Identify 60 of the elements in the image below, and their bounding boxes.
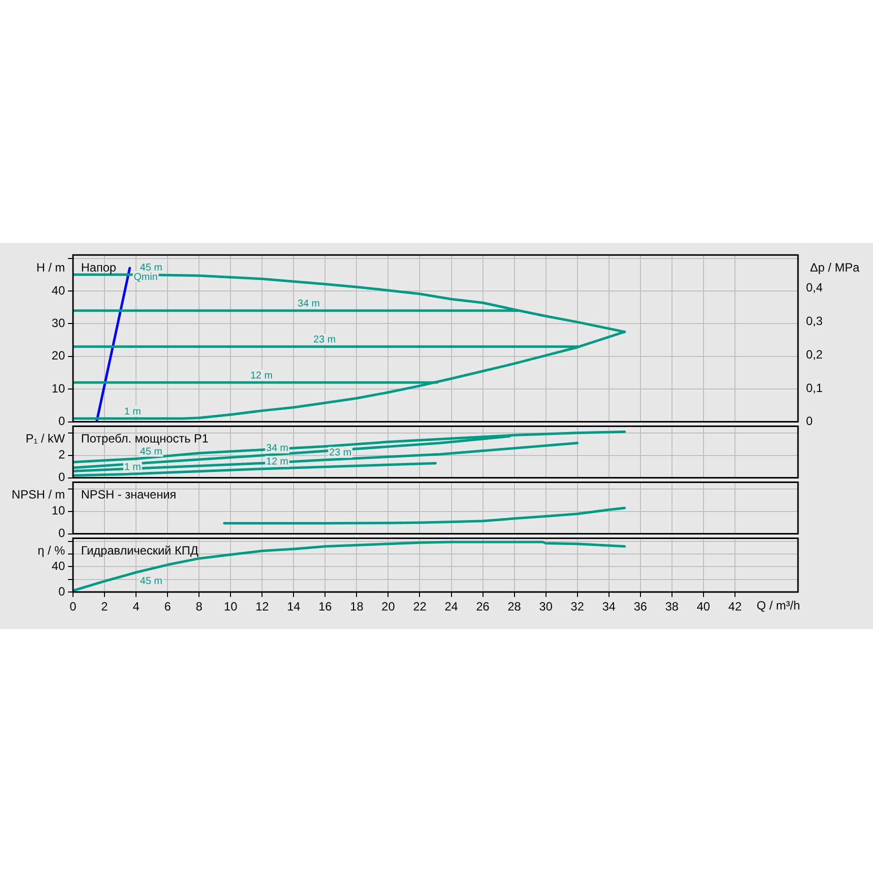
y-tick-label: 40 [52,558,66,573]
x-tick-label: 30 [539,600,553,614]
annotation: 45 m [140,262,162,274]
y-tick-label: 0 [58,470,66,484]
x-tick-label: 24 [444,600,458,614]
text: Гидравлический КПД [81,544,198,558]
x-tick-label: 40 [696,600,710,614]
annotation: 23 m [313,334,336,346]
x-tick-label: 28 [508,600,522,614]
annotation: 1 m [124,462,141,474]
y-tick-label: 40 [52,283,66,298]
y2-tick-label: 0 [806,414,813,428]
annotation: 45 m [140,446,162,458]
y2-tick-label: 0,3 [806,314,824,328]
x-tick-label: 4 [132,600,140,614]
x-tick-label: 22 [413,600,427,614]
annotation: 34 m [298,298,320,310]
x-tick-label: 34 [602,600,616,614]
annotation: 23 m [329,448,352,459]
x-tick-label: 18 [350,600,364,614]
annotation: 45 m [140,576,162,588]
y-tick-label: 0 [58,584,66,598]
annotation: 1 m [124,406,141,418]
x-tick-label: 36 [634,600,648,614]
x-tick-label: 2 [101,600,108,614]
y2-tick-label: 0,2 [806,347,824,362]
y-tick-label: 0 [58,414,66,428]
text: NPSH - значения [81,488,176,502]
x-tick-label: 42 [728,600,742,614]
y-axis-title: NPSH / m [12,488,65,502]
y-tick-label: 0 [58,526,66,540]
y2-tick-label: 0,1 [806,380,824,395]
annotation: Qmin [134,272,158,283]
x-tick-label: 12 [255,600,270,614]
x-tick-label: 6 [164,600,172,614]
x-tick-label: 16 [318,600,332,614]
y-axis-title: η / % [38,544,66,558]
y-tick-label: 10 [52,504,66,518]
x-tick-label: 38 [665,600,679,614]
x-tick-label: 14 [286,600,301,614]
y-tick-label: 20 [52,348,66,363]
y-axis-title: H / m [36,260,65,274]
x-tick-label: 26 [476,600,490,614]
x-axis-title: Q / m³/h [756,598,800,612]
annotation: 34 m [266,443,288,454]
x-tick-label: 10 [224,600,238,614]
y-tick-label: 30 [52,316,66,330]
text: Напор [81,260,117,274]
x-tick-label: 8 [196,600,203,614]
y-tick-label: 2 [58,448,66,462]
x-tick-label: 0 [70,600,77,614]
y2-tick-label: 0,4 [806,280,824,295]
annotation: 12 m [266,456,288,468]
text: Потребл. мощность P1 [81,432,209,446]
y-tick-label: 10 [52,381,66,396]
annotation: 12 m [250,370,273,382]
y2-axis-title: Δp / MPa [810,260,860,274]
x-tick-label: 20 [382,600,396,614]
x-tick-label: 32 [570,600,584,614]
y-axis-title: P₁ / kW [26,432,66,446]
